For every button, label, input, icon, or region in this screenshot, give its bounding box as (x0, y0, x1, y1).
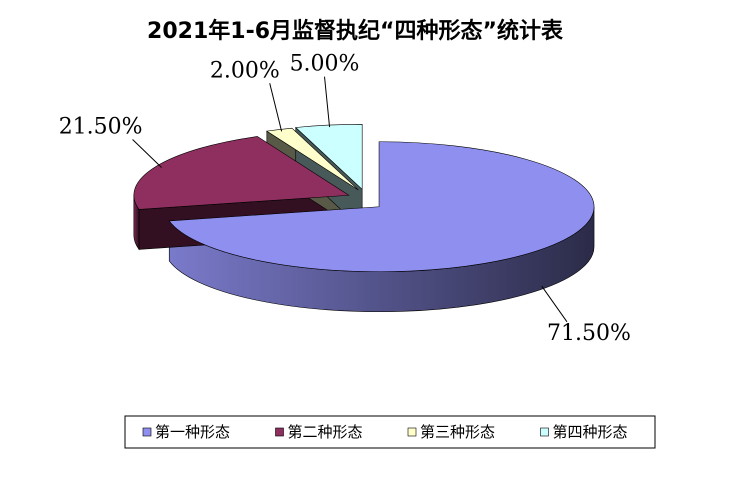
legend-label: 第三种形态 (420, 423, 495, 441)
value-label: 71.50% (547, 321, 631, 346)
legend-swatch (407, 427, 417, 437)
slice-top (133, 136, 350, 210)
value-label: 2.00% (210, 58, 280, 83)
legend-swatch (275, 427, 284, 437)
legend-swatch (142, 427, 152, 437)
slice-top (168, 141, 595, 273)
legend-label: 第四种形态 (553, 423, 628, 441)
chart-title: 2021年1-6月监督执纪“四种形态”统计表 (147, 18, 564, 44)
pie: 71.50% 21.50% 2.00% 5.00% (59, 52, 631, 346)
slice-top (265, 127, 359, 191)
leader-line (269, 83, 283, 132)
value-label: 21.50% (59, 114, 143, 139)
leader-line (324, 76, 331, 128)
leader-line (541, 285, 568, 323)
legend-label: 第一种形态 (155, 423, 230, 441)
legend-box (124, 415, 656, 449)
legend-swatch (540, 427, 549, 437)
leader-line (132, 139, 162, 168)
legend: 第一种形态 第二种形态 第三种形态 第四种形态 (142, 423, 628, 441)
slice-top (295, 124, 363, 191)
legend-label: 第二种形态 (288, 423, 363, 441)
value-label: 5.00% (290, 52, 360, 77)
